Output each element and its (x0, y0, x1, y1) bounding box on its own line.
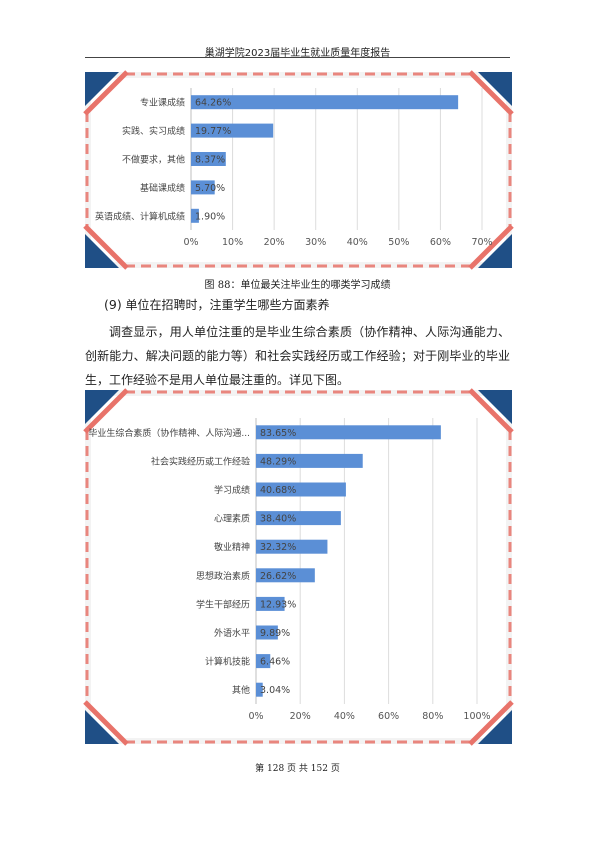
x-tick-label: 0% (183, 237, 198, 248)
frame-corner-stripe-bottom-left (83, 224, 129, 270)
x-tick-label: 10% (222, 237, 243, 248)
frame-corner-bottom-right (478, 710, 512, 744)
x-tick-label: 60% (378, 711, 399, 722)
bar (256, 596, 285, 611)
bar (256, 625, 278, 640)
frame-corner-stripe-top-right (468, 388, 514, 434)
data-label: 19.77% (195, 126, 231, 137)
data-label: 9.89% (260, 628, 290, 639)
category-label: 心理素质 (214, 513, 250, 525)
frame-corner-top-left (85, 390, 119, 424)
bar (256, 453, 363, 468)
x-tick-label: 60% (430, 237, 451, 248)
data-label: 1.90% (195, 211, 225, 222)
x-tick-label: 70% (471, 237, 492, 248)
category-label: 其他 (232, 684, 250, 696)
chart-employer-focus-svg: 0% 20% 40% 60% 80% 100% 毕业生综合素质（协作精神、人际沟通... 83… (83, 388, 514, 746)
bar (256, 682, 263, 697)
section-title: 单位在招聘时，注重学生哪些方面素养 (125, 298, 330, 312)
data-label: 6.46% (260, 657, 290, 668)
category-label: 敬业精神 (214, 541, 250, 553)
data-label: 38.40% (260, 514, 296, 525)
section-number: (9) (104, 297, 122, 312)
bar (191, 152, 226, 166)
category-label: 外语水平 (214, 627, 250, 639)
body-paragraph: 调查显示，用人单位注重的是毕业生综合素质（协作精神、人际沟通能力、创新能力、解决… (85, 320, 510, 392)
data-label: 40.68% (260, 485, 296, 496)
x-tick-label: 0% (248, 711, 263, 722)
data-label: 48.29% (260, 456, 296, 467)
category-label: 思想政治素质 (196, 570, 250, 582)
paragraph-text: 调查显示，用人单位注重的是毕业生综合素质（协作精神、人际沟通能力、创新能力、解决… (85, 325, 510, 387)
frame-corner-top-left (85, 72, 119, 106)
x-tick-label: 20% (264, 237, 285, 248)
category-label: 基础课成绩 (140, 182, 185, 194)
header-rule (85, 57, 510, 58)
category-label: 实践、实习成绩 (122, 125, 185, 137)
category-label: 社会实践经历或工作经验 (151, 455, 250, 467)
frame-corner-stripe-bottom-left (83, 700, 129, 746)
section-heading: (9) 单位在招聘时，注重学生哪些方面素养 (104, 296, 330, 313)
page-footer: 第 128 页 共 152 页 (255, 764, 340, 774)
bar (256, 425, 441, 440)
x-tick-label: 80% (422, 711, 443, 722)
bar (256, 511, 341, 526)
category-label: 计算机技能 (205, 656, 250, 668)
frame-corner-stripe-bottom-right (468, 700, 514, 746)
x-tick-label: 40% (347, 237, 368, 248)
bar (191, 95, 459, 110)
category-label: 英语成绩、计算机成绩 (95, 210, 185, 222)
category-label: 毕业生综合素质（协作精神、人际沟通... (88, 427, 250, 439)
chart-study-results: 0% 10% 20% 30% 40% 50% 60% 70% 专业课成绩 64.26% 实践、实习成… (83, 70, 514, 270)
bar (191, 123, 274, 138)
data-label: 12.93% (260, 599, 296, 610)
x-tick-label: 20% (290, 711, 311, 722)
figure-caption: 图 88：单位最关注毕业生的哪类学习成绩 (204, 280, 391, 291)
bar (256, 539, 328, 554)
bar (256, 654, 271, 669)
frame-corner-bottom-left (85, 234, 119, 268)
x-tick-label: 100% (463, 711, 490, 722)
data-label: 32.32% (260, 542, 296, 553)
category-label: 学习成绩 (214, 484, 250, 496)
data-label: 5.70% (195, 183, 225, 194)
bar (191, 180, 215, 195)
data-label: 64.26% (195, 98, 231, 109)
frame-corner-stripe-top-left (83, 70, 129, 116)
data-label: 26.62% (260, 571, 296, 582)
bar (191, 208, 199, 223)
x-tick-label: 30% (305, 237, 326, 248)
page-header: 巢湖学院2023届毕业生就业质量年度报告 (204, 48, 391, 59)
data-label: 3.04% (260, 685, 290, 696)
category-label: 不做要求，其他 (122, 154, 185, 166)
data-label: 8.37% (195, 155, 225, 166)
frame-corner-stripe-top-left (83, 388, 129, 434)
chart-employer-focus: 0% 20% 40% 60% 80% 100% 毕业生综合素质（协作精神、人际沟通... 83… (83, 388, 514, 746)
category-label: 学生干部经历 (196, 598, 250, 610)
bar (256, 568, 315, 583)
bar (256, 482, 346, 497)
chart-study-results-svg: 0% 10% 20% 30% 40% 50% 60% 70% 专业课成绩 64.26% 实践、实习成… (83, 70, 514, 270)
frame-corner-stripe-top-right (468, 70, 514, 116)
frame-inner-panel (91, 396, 506, 738)
category-label: 专业课成绩 (140, 97, 185, 109)
frame-corner-bottom-left (85, 710, 119, 744)
frame-corner-top-right (478, 72, 512, 106)
frame-corner-top-right (478, 390, 512, 424)
frame-corner-stripe-bottom-right (468, 224, 514, 270)
frame-corner-bottom-right (478, 234, 512, 268)
x-tick-label: 40% (334, 711, 355, 722)
x-tick-label: 50% (388, 237, 409, 248)
data-label: 83.65% (260, 428, 296, 439)
